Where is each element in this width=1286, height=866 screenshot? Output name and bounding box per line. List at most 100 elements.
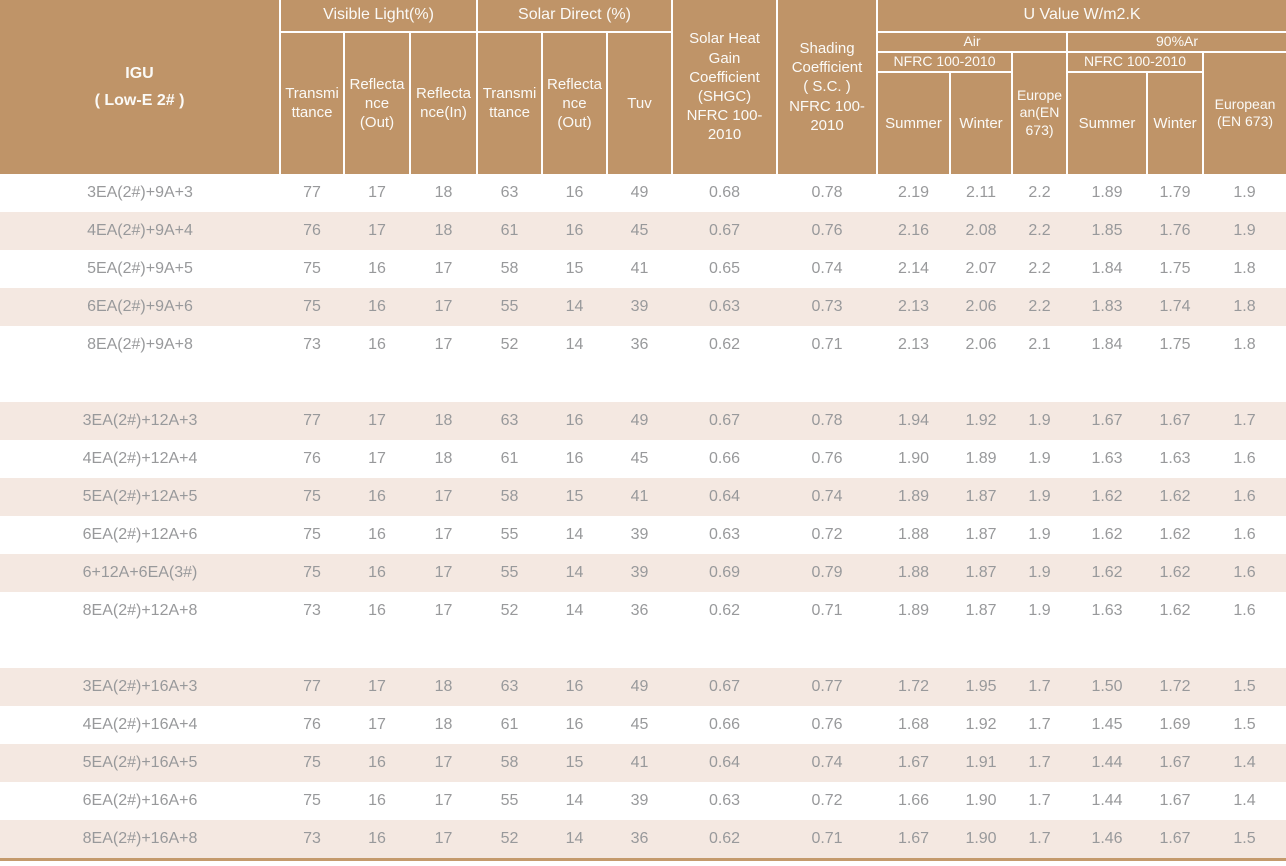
header-vl-transmittance: Transmi ttance: [280, 32, 345, 174]
row-label-cell: 4EA(2#)+12A+4: [0, 439, 280, 478]
value-cell: 0.63: [672, 515, 778, 554]
header-argon-european: European (EN 673): [1203, 51, 1286, 174]
value-cell: 1.9: [1012, 553, 1068, 592]
value-cell: 1.67: [1147, 819, 1204, 858]
value-cell: 41: [607, 249, 673, 288]
value-cell: 18: [410, 173, 477, 212]
row-label-cell: 3EA(2#)+9A+3: [0, 173, 280, 212]
value-cell: 1.6: [1203, 591, 1286, 630]
header-shading-coefficient: Shading Coefficient ( S.C. ) NFRC 100- 2…: [777, 0, 879, 174]
header-sd-transmittance: Transmi ttance: [477, 32, 543, 174]
value-cell: 1.67: [1067, 401, 1148, 440]
value-cell: 18: [410, 705, 477, 744]
value-cell: 0.66: [672, 439, 778, 478]
value-cell: 1.5: [1203, 705, 1286, 744]
value-cell: 0.62: [672, 591, 778, 630]
value-cell: 0.71: [777, 819, 878, 858]
value-cell: 1.62: [1147, 553, 1204, 592]
value-cell: 49: [607, 667, 673, 706]
value-cell: 16: [542, 705, 607, 744]
value-cell: 0.64: [672, 477, 778, 516]
value-cell: 1.7: [1012, 743, 1068, 782]
value-cell: 0.73: [777, 287, 878, 326]
value-cell: 0.66: [672, 705, 778, 744]
value-cell: 0.68: [672, 173, 778, 212]
table-row: 4EA(2#)+16A+4 76 17 18 61 16 45 0.66 0.76 1.68 1.9…: [0, 705, 1286, 744]
value-cell: 1.88: [877, 553, 951, 592]
value-cell: 16: [344, 249, 410, 288]
value-cell: 63: [477, 401, 542, 440]
value-cell: 17: [410, 781, 477, 820]
value-cell: 61: [477, 439, 542, 478]
value-cell: 1.62: [1067, 553, 1148, 592]
value-cell: 55: [477, 287, 542, 326]
header-shgc: Solar Heat Gain Coefficient (SHGC) NFRC …: [672, 0, 779, 174]
value-cell: 1.50: [1067, 667, 1148, 706]
value-cell: 2.2: [1012, 173, 1068, 212]
value-cell: 1.89: [950, 439, 1013, 478]
value-cell: 16: [542, 439, 607, 478]
header-air-winter: Winter: [950, 71, 1014, 174]
value-cell: 73: [280, 819, 344, 858]
value-cell: 18: [410, 439, 477, 478]
value-cell: 0.78: [777, 173, 878, 212]
value-cell: 0.78: [777, 401, 878, 440]
header-air-european: Europe an(EN 673): [1012, 51, 1069, 174]
value-cell: 17: [410, 743, 477, 782]
value-cell: 58: [477, 477, 542, 516]
value-cell: 75: [280, 287, 344, 326]
row-label-cell: 8EA(2#)+12A+8: [0, 591, 280, 630]
value-cell: 1.74: [1147, 287, 1204, 326]
row-label-cell: 4EA(2#)+9A+4: [0, 211, 280, 250]
value-cell: 1.94: [877, 401, 951, 440]
value-cell: 1.72: [877, 667, 951, 706]
value-cell: 1.84: [1067, 249, 1148, 288]
value-cell: 1.83: [1067, 287, 1148, 326]
value-cell: 76: [280, 705, 344, 744]
table-row: 6EA(2#)+9A+6 75 16 17 55 14 39 0.63 0.73 2.13 2.06…: [0, 287, 1286, 326]
row-label-cell: 4EA(2#)+16A+4: [0, 705, 280, 744]
value-cell: 1.90: [877, 439, 951, 478]
value-cell: 0.63: [672, 781, 778, 820]
table-row: 8EA(2#)+12A+8 73 16 17 52 14 36 0.62 0.71 1.89 1.8…: [0, 591, 1286, 630]
value-cell: 1.7: [1012, 667, 1068, 706]
value-cell: 1.67: [1147, 401, 1204, 440]
value-cell: 1.89: [877, 591, 951, 630]
table-header: IGU ( Low-E 2# ) Visible Light(%) Solar …: [0, 0, 1286, 174]
value-cell: 2.06: [950, 287, 1013, 326]
value-cell: 1.63: [1147, 439, 1204, 478]
value-cell: 16: [344, 781, 410, 820]
value-cell: 1.85: [1067, 211, 1148, 250]
value-cell: 1.9: [1203, 173, 1286, 212]
value-cell: 1.90: [950, 819, 1013, 858]
header-air-nfrc: NFRC 100-2010: [877, 51, 1014, 73]
value-cell: 17: [410, 287, 477, 326]
value-cell: 17: [410, 249, 477, 288]
value-cell: 1.6: [1203, 477, 1286, 516]
value-cell: 1.89: [877, 477, 951, 516]
value-cell: 17: [344, 173, 410, 212]
value-cell: 1.92: [950, 401, 1013, 440]
value-cell: 2.2: [1012, 287, 1068, 326]
value-cell: 0.64: [672, 743, 778, 782]
value-cell: 0.69: [672, 553, 778, 592]
value-cell: 1.9: [1012, 591, 1068, 630]
value-cell: 2.08: [950, 211, 1013, 250]
group-spacer-row: [0, 363, 1286, 402]
value-cell: 1.8: [1203, 325, 1286, 364]
value-cell: 14: [542, 325, 607, 364]
table-row: 3EA(2#)+12A+3 77 17 18 63 16 49 0.67 0.78 1.94 1.9…: [0, 401, 1286, 440]
value-cell: 16: [344, 477, 410, 516]
value-cell: 1.63: [1067, 439, 1148, 478]
value-cell: 2.1: [1012, 325, 1068, 364]
value-cell: 0.72: [777, 515, 878, 554]
value-cell: 1.5: [1203, 819, 1286, 858]
value-cell: 1.62: [1067, 477, 1148, 516]
value-cell: 1.75: [1147, 325, 1204, 364]
value-cell: 17: [410, 515, 477, 554]
value-cell: 0.79: [777, 553, 878, 592]
value-cell: 14: [542, 819, 607, 858]
value-cell: 2.07: [950, 249, 1013, 288]
value-cell: 0.63: [672, 287, 778, 326]
